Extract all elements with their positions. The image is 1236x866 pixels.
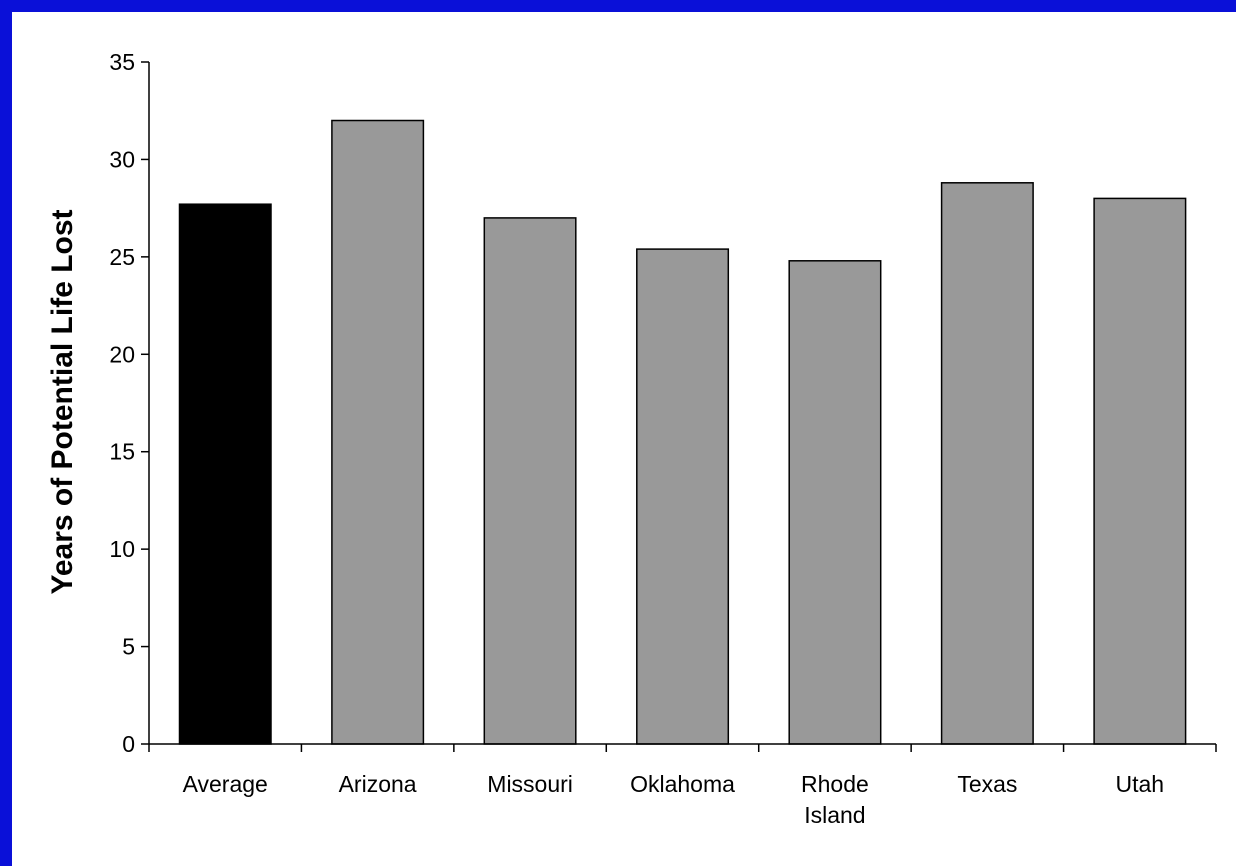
x-tick-label: Utah <box>1116 771 1165 797</box>
x-tick-label: Oklahoma <box>630 771 735 797</box>
bar-rhode-island <box>788 260 882 745</box>
y-tick-label: 10 <box>109 536 135 562</box>
bar-arizona <box>331 119 425 745</box>
bar-oklahoma <box>636 248 730 745</box>
y-tick-label: 25 <box>109 244 135 270</box>
y-tick-label: 30 <box>109 146 135 172</box>
y-tick-label: 0 <box>122 731 135 757</box>
axes-group <box>141 61 1217 752</box>
bar-texas <box>940 182 1034 745</box>
y-axis-title: Years of Potential Life Lost <box>46 209 79 594</box>
y-tick-label: 35 <box>109 49 135 75</box>
y-tick-label: 5 <box>122 634 135 660</box>
bar-utah <box>1093 197 1187 745</box>
bars-group <box>178 119 1187 745</box>
chart-frame: Average Arizona Missouri Oklahoma Rhode Islan… <box>12 12 1236 866</box>
y-tick-label: 15 <box>109 439 135 465</box>
bar-missouri <box>483 217 577 745</box>
x-tick-label: Arizona <box>339 771 417 797</box>
bar-average <box>178 203 272 745</box>
y-tick-label: 20 <box>109 341 135 367</box>
x-tick-label: Texas <box>957 771 1017 797</box>
x-tick-label: Average <box>183 771 268 797</box>
labels-group: Average Arizona Missouri Oklahoma Rhode Islan… <box>109 49 1164 828</box>
x-tick-label: Rhode Island <box>801 771 869 828</box>
bar-chart: Average Arizona Missouri Oklahoma Rhode Islan… <box>46 49 1217 828</box>
x-tick-label: Missouri <box>487 771 573 797</box>
